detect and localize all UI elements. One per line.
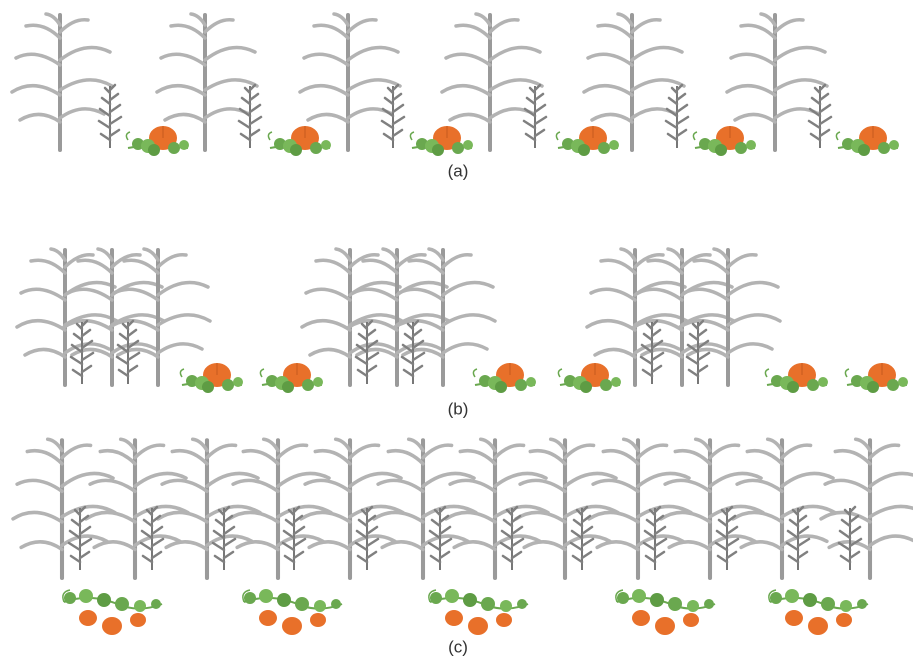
corn-plant [15, 247, 119, 387]
pumpkin-plant [764, 362, 829, 394]
corn-plant [585, 247, 689, 387]
pumpkin-plant [267, 125, 332, 157]
pumpkin-vine [767, 588, 869, 636]
corn-plant [298, 12, 402, 152]
bean-plant [837, 505, 863, 572]
pumpkin-plant [179, 362, 244, 394]
bean-plant [380, 83, 406, 150]
bean-plant [664, 83, 690, 150]
pumpkin-vine [614, 588, 716, 636]
pumpkin-plant [409, 125, 474, 157]
corn-plant [10, 12, 114, 152]
corn-plant [725, 12, 829, 152]
pumpkin-plant [555, 125, 620, 157]
pumpkin-vine [241, 588, 343, 636]
panel-label: (c) [448, 637, 468, 656]
pumpkin-plant [557, 362, 622, 394]
pumpkin-vine [427, 588, 529, 636]
pumpkin-plant [472, 362, 537, 394]
bean-plant [807, 83, 833, 150]
pumpkin-plant [835, 125, 900, 157]
bean-plant [97, 83, 123, 150]
corn-plant [821, 439, 913, 578]
pumpkin-plant [844, 362, 909, 394]
panel-label: (a) [448, 161, 469, 180]
bean-plant [522, 83, 548, 150]
corn-plant [300, 247, 404, 387]
bean-plant [237, 83, 263, 150]
corn-plant [440, 12, 544, 152]
pumpkin-vine [61, 588, 163, 636]
panel-label: (b) [448, 399, 469, 418]
pumpkin-plant [125, 125, 190, 157]
pumpkin-plant [692, 125, 757, 157]
corn-plant [13, 439, 115, 578]
pumpkin-plant [259, 362, 324, 394]
